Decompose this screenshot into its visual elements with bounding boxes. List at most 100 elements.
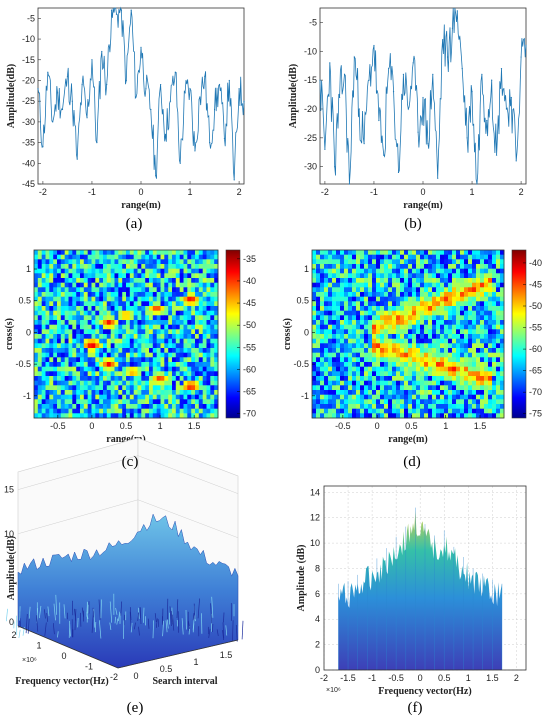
heat-cell <box>164 399 169 405</box>
heat-cell <box>440 394 445 400</box>
heat-cell <box>198 254 203 260</box>
heat-cell <box>420 301 425 307</box>
heat-cell <box>360 329 365 335</box>
heat-cell <box>312 296 317 302</box>
heat-cell <box>141 362 146 368</box>
heat-cell <box>392 254 397 260</box>
heat-cell <box>348 250 353 256</box>
heat-cell <box>41 301 46 307</box>
heat-cell <box>198 385 203 391</box>
heat-cell <box>424 306 429 312</box>
heat-cell <box>416 338 421 344</box>
heat-cell <box>460 399 465 405</box>
heat-cell <box>488 352 493 358</box>
heat-cell <box>496 390 501 396</box>
heat-cell <box>76 287 81 293</box>
heat-cell <box>87 264 92 270</box>
heat-cell <box>179 362 184 368</box>
heat-cell <box>149 315 154 321</box>
heat-cell <box>448 259 453 265</box>
heat-cell <box>168 292 173 298</box>
data-point <box>353 56 355 58</box>
heat-cell <box>172 399 177 405</box>
heat-cell <box>114 296 119 302</box>
heat-cell <box>476 334 481 340</box>
heat-cell <box>37 366 42 372</box>
heat-cell <box>214 376 219 382</box>
heat-cell <box>480 385 485 391</box>
heat-cell <box>432 282 437 288</box>
heat-cell <box>141 366 146 372</box>
heat-cell <box>352 273 357 279</box>
heat-cell <box>149 296 154 302</box>
heat-cell <box>137 320 142 326</box>
heat-cell <box>57 306 62 312</box>
heat-cell <box>99 306 104 312</box>
heat-cell <box>164 357 169 363</box>
heat-cell <box>34 296 39 302</box>
heat-cell <box>484 254 489 260</box>
heat-cell <box>348 320 353 326</box>
heat-cell <box>106 250 111 256</box>
heat-cell <box>41 259 46 265</box>
heat-cell <box>344 320 349 326</box>
heat-cell <box>456 287 461 293</box>
heat-cell <box>168 413 173 419</box>
heat-cell <box>206 254 211 260</box>
heat-cell <box>95 366 100 372</box>
heat-cell <box>428 366 433 372</box>
heat-cell <box>126 376 131 382</box>
heat-cell <box>37 413 42 419</box>
heat-cell <box>452 399 457 405</box>
colorbar-tick-label: -40 <box>243 276 256 286</box>
heat-cell <box>436 273 441 279</box>
heat-cell <box>45 343 50 349</box>
heat-cell <box>202 329 207 335</box>
heat-cell <box>312 413 317 419</box>
heat-cell <box>95 264 100 270</box>
data-point <box>451 27 454 29</box>
data-point <box>417 131 419 133</box>
heat-cell <box>49 250 54 256</box>
heat-cell <box>106 254 111 260</box>
heat-cell <box>500 273 505 279</box>
heat-cell <box>152 292 157 298</box>
heat-cell <box>456 366 461 372</box>
heat-cell <box>324 343 329 349</box>
heat-cell <box>408 287 413 293</box>
caption-a: (a) <box>126 216 143 232</box>
heat-cell <box>68 292 73 298</box>
heat-cell <box>80 357 85 363</box>
heat-cell <box>87 259 92 265</box>
heat-cell <box>488 399 493 405</box>
heat-cell <box>202 390 207 396</box>
heat-cell <box>187 250 192 256</box>
heat-cell <box>468 343 473 349</box>
heat-cell <box>57 334 62 340</box>
heat-cell <box>99 371 104 377</box>
heat-cell <box>400 338 405 344</box>
heat-cell <box>172 296 177 302</box>
heat-cell <box>392 324 397 330</box>
data-point <box>238 88 240 90</box>
heat-cell <box>187 334 192 340</box>
heat-cell <box>34 268 39 274</box>
heat-cell <box>57 399 62 405</box>
data-point <box>218 84 221 86</box>
heat-cell <box>145 366 150 372</box>
colorbar-tick-label: -35 <box>243 254 256 264</box>
heat-cell <box>118 273 123 279</box>
heat-cell <box>460 273 465 279</box>
heat-cell <box>183 380 188 386</box>
heat-cell <box>76 301 81 307</box>
heat-cell <box>179 348 184 354</box>
heat-cell <box>348 324 353 330</box>
heat-cell <box>324 371 329 377</box>
y-tick-label: 10 <box>310 538 320 548</box>
heat-cell <box>460 264 465 270</box>
heat-cell <box>392 376 397 382</box>
heat-cell <box>436 348 441 354</box>
heat-cell <box>137 348 142 354</box>
x-axis-label: Frequency vector(Hz) <box>378 686 471 697</box>
heat-cell <box>324 296 329 302</box>
